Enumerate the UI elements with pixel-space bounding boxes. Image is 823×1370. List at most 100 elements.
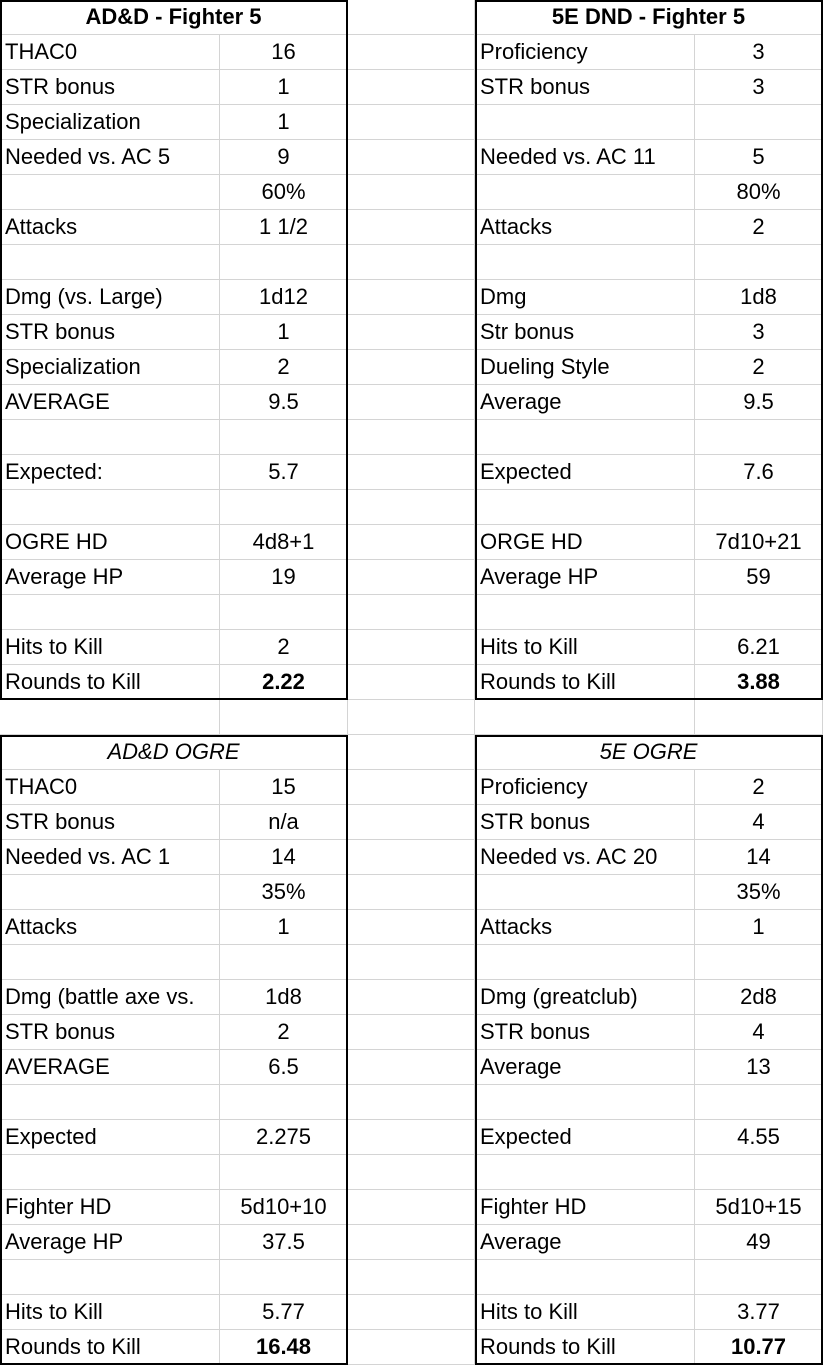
row-value[interactable] [220,1260,348,1295]
row-label[interactable]: OGRE HD [0,525,220,560]
row-value[interactable]: 4.55 [695,1120,823,1155]
row-label[interactable]: Dmg (greatclub) [475,980,695,1015]
row-label[interactable]: Average HP [0,560,220,595]
row-value[interactable]: 3.88 [695,665,823,700]
row-value[interactable]: 4d8+1 [220,525,348,560]
row-label[interactable]: Dmg (vs. Large) [0,280,220,315]
empty-cell[interactable] [348,735,475,770]
block-title[interactable]: 5E OGRE [475,735,823,770]
empty-cell[interactable] [348,1120,475,1155]
row-label[interactable]: STR bonus [475,70,695,105]
row-value[interactable]: 9.5 [220,385,348,420]
row-value[interactable]: 16 [220,35,348,70]
row-label[interactable]: Expected: [0,455,220,490]
empty-cell[interactable] [348,420,475,455]
row-value[interactable]: 15 [220,770,348,805]
empty-cell[interactable] [475,700,695,735]
row-value[interactable] [695,1260,823,1295]
row-label[interactable]: Specialization [0,350,220,385]
row-label[interactable]: Specialization [0,105,220,140]
empty-cell[interactable] [348,1190,475,1225]
row-value[interactable]: 2 [695,770,823,805]
row-value[interactable]: 6.21 [695,630,823,665]
empty-cell[interactable] [348,910,475,945]
empty-cell[interactable] [348,1155,475,1190]
row-label[interactable] [0,245,220,280]
row-value[interactable]: 49 [695,1225,823,1260]
row-label[interactable] [0,875,220,910]
row-value[interactable]: 2 [220,630,348,665]
row-label[interactable] [0,1085,220,1120]
empty-cell[interactable] [348,140,475,175]
row-label[interactable] [475,875,695,910]
empty-cell[interactable] [348,70,475,105]
row-value[interactable]: 4 [695,805,823,840]
row-label[interactable]: Dmg [475,280,695,315]
row-label[interactable] [0,595,220,630]
row-label[interactable]: THAC0 [0,770,220,805]
row-value[interactable]: 6.5 [220,1050,348,1085]
row-value[interactable] [220,1155,348,1190]
row-value[interactable] [695,1155,823,1190]
row-value[interactable]: 1 [220,70,348,105]
row-value[interactable]: 2 [220,1015,348,1050]
row-value[interactable]: 35% [695,875,823,910]
empty-cell[interactable] [348,1260,475,1295]
row-value[interactable] [695,1085,823,1120]
row-label[interactable]: Attacks [0,910,220,945]
row-label[interactable] [475,1085,695,1120]
row-value[interactable]: 14 [220,840,348,875]
row-value[interactable]: 37.5 [220,1225,348,1260]
row-value[interactable]: 10.77 [695,1330,823,1365]
empty-cell[interactable] [348,665,475,700]
row-label[interactable] [0,490,220,525]
row-label[interactable]: STR bonus [475,805,695,840]
row-value[interactable] [220,945,348,980]
row-value[interactable]: 3 [695,70,823,105]
row-value[interactable]: 1d8 [695,280,823,315]
empty-cell[interactable] [348,35,475,70]
row-value[interactable]: 59 [695,560,823,595]
row-value[interactable] [220,490,348,525]
row-label[interactable] [475,175,695,210]
empty-cell[interactable] [348,455,475,490]
empty-cell[interactable] [348,315,475,350]
row-value[interactable]: 5d10+15 [695,1190,823,1225]
empty-cell[interactable] [348,875,475,910]
empty-cell[interactable] [348,700,475,735]
row-label[interactable]: Hits to Kill [0,630,220,665]
row-value[interactable]: 35% [220,875,348,910]
row-label[interactable]: Rounds to Kill [0,665,220,700]
row-label[interactable]: Dmg (battle axe vs. [0,980,220,1015]
row-value[interactable]: 2 [695,210,823,245]
row-label[interactable] [475,945,695,980]
row-value[interactable] [220,245,348,280]
empty-cell[interactable] [348,945,475,980]
row-value[interactable]: 1 [220,105,348,140]
row-label[interactable] [475,595,695,630]
row-label[interactable] [475,490,695,525]
row-label[interactable] [0,945,220,980]
row-label[interactable]: Average [475,1050,695,1085]
empty-cell[interactable] [348,210,475,245]
row-value[interactable]: 5.77 [220,1295,348,1330]
row-label[interactable]: Proficiency [475,35,695,70]
row-label[interactable]: Average HP [0,1225,220,1260]
row-label[interactable]: ORGE HD [475,525,695,560]
row-label[interactable]: Average [475,385,695,420]
row-label[interactable]: Rounds to Kill [0,1330,220,1365]
block-title[interactable]: AD&D OGRE [0,735,348,770]
row-label[interactable]: Str bonus [475,315,695,350]
row-value[interactable]: 2 [695,350,823,385]
block-title[interactable]: 5E DND - Fighter 5 [475,0,823,35]
empty-cell[interactable] [348,805,475,840]
empty-cell[interactable] [348,1015,475,1050]
row-label[interactable]: Needed vs. AC 20 [475,840,695,875]
row-label[interactable] [0,1260,220,1295]
empty-cell[interactable] [348,840,475,875]
row-value[interactable]: 4 [695,1015,823,1050]
empty-cell[interactable] [348,595,475,630]
empty-cell[interactable] [348,1050,475,1085]
empty-cell[interactable] [348,490,475,525]
row-label[interactable] [475,420,695,455]
